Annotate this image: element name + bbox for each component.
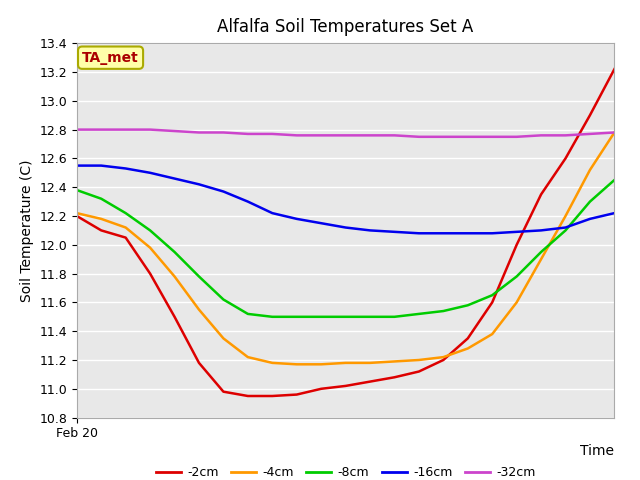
Text: Time: Time [580, 444, 614, 458]
Legend: -2cm, -4cm, -8cm, -16cm, -32cm: -2cm, -4cm, -8cm, -16cm, -32cm [151, 461, 540, 480]
Y-axis label: Soil Temperature (C): Soil Temperature (C) [20, 159, 34, 301]
Text: TA_met: TA_met [82, 51, 139, 65]
Title: Alfalfa Soil Temperatures Set A: Alfalfa Soil Temperatures Set A [218, 18, 474, 36]
